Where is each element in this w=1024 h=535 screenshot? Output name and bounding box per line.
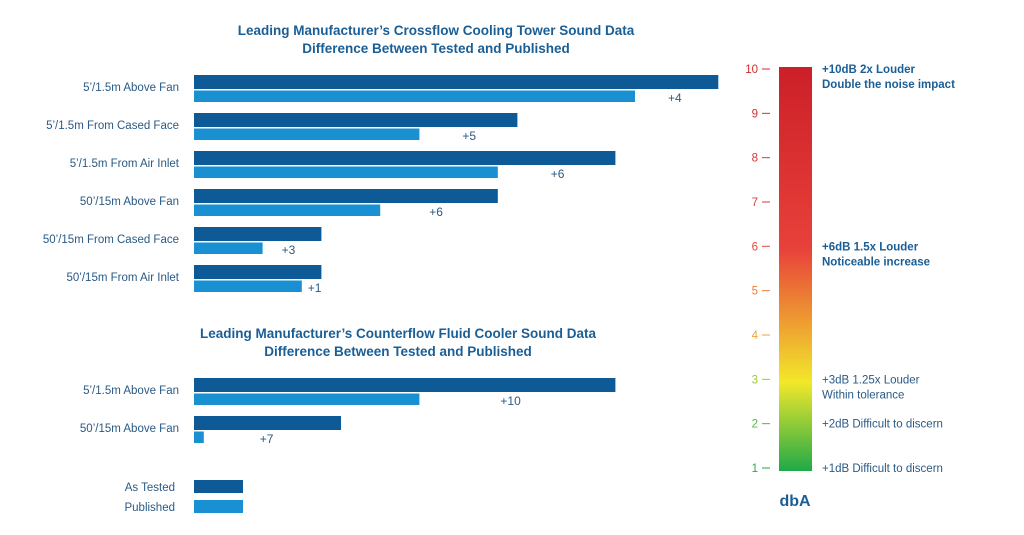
category-label: 5’/1.5m From Air Inlet xyxy=(70,158,180,170)
chart2-title-line1: Leading Manufacturer’s Counterflow Fluid… xyxy=(200,326,597,341)
difference-label: +6 xyxy=(429,205,443,219)
difference-label: +7 xyxy=(260,432,274,446)
legend-label: Published xyxy=(124,502,175,514)
sound-data-figure: Leading Manufacturer’s Crossflow Cooling… xyxy=(0,0,1024,535)
bar-as-tested xyxy=(194,378,615,392)
bar-published xyxy=(194,167,498,179)
chart1-title-line1: Leading Manufacturer’s Crossflow Cooling… xyxy=(238,23,635,38)
category-label: 50’/15m From Air Inlet xyxy=(67,272,180,284)
scale-annotation: +10dB 2x Louder xyxy=(822,64,916,76)
difference-label: +1 xyxy=(308,281,322,295)
scale-tick-label: 1 xyxy=(752,463,758,475)
bar-published xyxy=(194,243,263,255)
difference-label: +6 xyxy=(551,167,565,181)
category-label: 50’/15m From Cased Face xyxy=(43,234,179,246)
dba-scale: 1 2 3 4 5 6 7 8 9 10 +10dB 2x Louder Double the noi… xyxy=(745,64,955,475)
scale-annotation: Noticeable increase xyxy=(822,256,930,268)
scale-annotation: Double the noise impact xyxy=(822,79,955,91)
bar-published xyxy=(194,91,635,103)
scale-tick-label: 8 xyxy=(752,153,758,165)
bar-published xyxy=(194,432,204,444)
difference-label: +3 xyxy=(282,243,296,257)
category-label: 5’/1.5m Above Fan xyxy=(83,385,179,397)
scale-tick-label: 3 xyxy=(752,374,758,386)
legend-swatch xyxy=(194,480,243,493)
scale-annotation: Within tolerance xyxy=(822,389,904,401)
bar-as-tested xyxy=(194,189,498,203)
bar-published xyxy=(194,205,380,217)
dba-gradient-bar xyxy=(779,67,812,471)
dba-unit-label: dbA xyxy=(779,493,811,510)
scale-annotation: +2dB Difficult to discern xyxy=(822,419,943,431)
bar-published xyxy=(194,394,419,406)
scale-tick-label: 6 xyxy=(752,241,758,253)
bar-as-tested xyxy=(194,151,615,165)
category-label: 50’/15m Above Fan xyxy=(80,423,179,435)
legend: As Tested Published xyxy=(124,480,243,514)
scale-annotation: +3dB 1.25x Louder xyxy=(822,374,920,386)
scale-tick-label: 7 xyxy=(752,197,758,209)
scale-tick-label: 5 xyxy=(752,286,758,298)
bar-as-tested xyxy=(194,75,718,89)
scale-tick-label: 10 xyxy=(745,64,758,76)
bar-as-tested xyxy=(194,265,321,279)
legend-swatch xyxy=(194,500,243,513)
bar-as-tested xyxy=(194,113,517,127)
bar-published xyxy=(194,281,302,293)
scale-annotation: +6dB 1.5x Louder xyxy=(822,241,919,253)
category-label: 5’/1.5m Above Fan xyxy=(83,82,179,94)
category-label: 5’/1.5m From Cased Face xyxy=(46,120,179,132)
bar-published xyxy=(194,129,419,141)
chart1-title-line2: Difference Between Tested and Published xyxy=(302,41,570,56)
chart2-title-line2: Difference Between Tested and Published xyxy=(264,344,532,359)
scale-annotation: +1dB Difficult to discern xyxy=(822,463,943,475)
bar-as-tested xyxy=(194,416,341,430)
legend-label: As Tested xyxy=(125,482,175,494)
counterflow-bar-chart: 5’/1.5m Above Fan +10 50’/15m Above Fan +7 xyxy=(80,378,615,446)
bar-as-tested xyxy=(194,227,321,241)
difference-label: +5 xyxy=(462,129,476,143)
scale-tick-label: 9 xyxy=(752,108,758,120)
difference-label: +4 xyxy=(668,91,682,105)
category-label: 50’/15m Above Fan xyxy=(80,196,179,208)
scale-tick-label: 2 xyxy=(752,419,758,431)
scale-tick-label: 4 xyxy=(752,330,759,342)
crossflow-bar-chart: 5’/1.5m Above Fan +4 5’/1.5m From Cased Fa… xyxy=(43,75,718,295)
difference-label: +10 xyxy=(500,394,521,408)
